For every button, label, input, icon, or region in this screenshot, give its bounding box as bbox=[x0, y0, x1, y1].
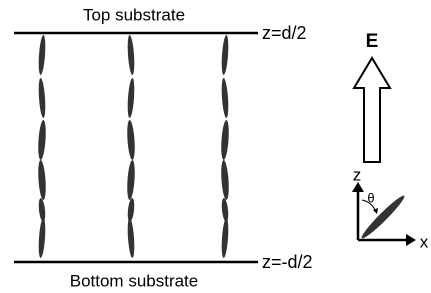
field-arrow bbox=[354, 58, 390, 162]
field-label: E bbox=[366, 31, 379, 52]
page: Top substrate z=d/2 z=-d/2 Bottom substr… bbox=[0, 0, 431, 293]
bottom-position-label: z=-d/2 bbox=[262, 252, 313, 272]
molecule-column bbox=[220, 35, 230, 258]
x-axis-label: x bbox=[420, 232, 429, 251]
top-substrate-label: Top substrate bbox=[83, 5, 185, 24]
z-axis-label: z bbox=[353, 165, 362, 184]
axes bbox=[352, 182, 416, 246]
molecule-column bbox=[37, 35, 47, 258]
diagram: Top substrate z=d/2 z=-d/2 Bottom substr… bbox=[0, 0, 431, 293]
molecules bbox=[37, 35, 230, 258]
bottom-substrate-label: Bottom substrate bbox=[70, 271, 199, 290]
top-position-label: z=d/2 bbox=[262, 23, 307, 43]
molecule-column bbox=[126, 35, 136, 258]
angle-label: θ bbox=[367, 190, 374, 205]
